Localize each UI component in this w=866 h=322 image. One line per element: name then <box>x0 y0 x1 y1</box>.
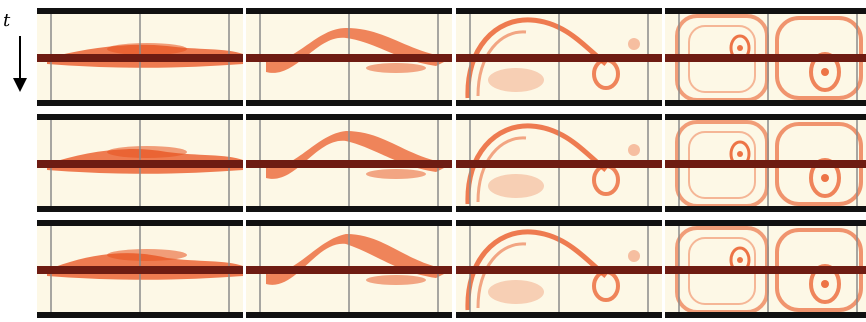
snapshot-panel <box>246 114 452 212</box>
snapshot-panel <box>37 8 243 106</box>
time-arrow-icon <box>13 36 27 92</box>
snapshot-panel <box>246 8 452 106</box>
snapshot-panel <box>246 220 452 318</box>
time-axis-label: t <box>3 10 11 31</box>
snapshot-panel <box>37 220 243 318</box>
snapshot-panel <box>456 8 662 106</box>
snapshot-panel <box>456 220 662 318</box>
snapshot-panel <box>665 220 866 318</box>
snapshot-panel <box>456 114 662 212</box>
snapshot-panel <box>665 8 866 106</box>
snapshot-panel <box>37 114 243 212</box>
snapshot-panel <box>665 114 866 212</box>
